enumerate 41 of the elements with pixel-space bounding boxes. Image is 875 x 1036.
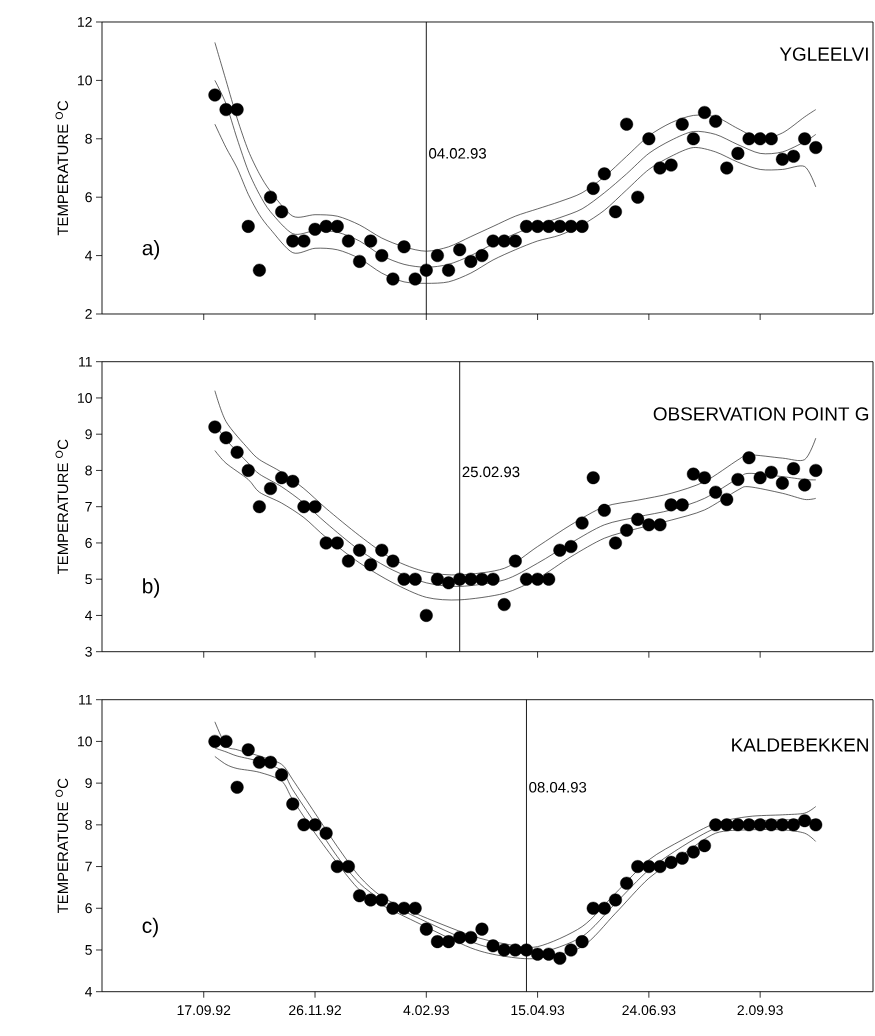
y-tick-label: 8 <box>85 133 92 144</box>
y-axis-title: TEMPERATURE $^{O}$C <box>55 100 69 236</box>
y-tick-label: 8 <box>85 819 92 830</box>
y-tick-label: 4 <box>85 986 93 997</box>
x-tick-label: 26.11.92 <box>289 1005 341 1016</box>
y-tick-label: 10 <box>78 393 92 403</box>
y-axis-title: TEMPERATURE $^{O}$C <box>55 439 69 575</box>
x-tick-label: 2.09.93 <box>737 1005 783 1016</box>
ref-line-label: 04.02.93 <box>429 148 487 159</box>
y-tick-label: 10 <box>78 75 92 86</box>
y-tick-label: 9 <box>85 429 92 440</box>
x-tick-label: 17.09.92 <box>177 1005 231 1016</box>
y-axis-title: TEMPERATURE $^{O}$C <box>55 778 69 914</box>
y-tick-label: 6 <box>85 192 92 203</box>
annotation: OBSERVATION POINT G <box>653 407 869 421</box>
ref-line-label: 08.04.93 <box>529 782 587 793</box>
y-tick-label: 7 <box>85 861 92 872</box>
ref-line-label: 25.02.93 <box>462 466 520 478</box>
annotation: YGLEELVI <box>779 47 868 61</box>
y-tick-label: 7 <box>85 501 92 512</box>
annotation: a) <box>142 240 160 260</box>
y-tick-label: 6 <box>85 903 92 914</box>
y-tick-label: 9 <box>85 778 92 789</box>
y-tick-label: 12 <box>78 17 92 27</box>
y-tick-label: 4 <box>85 250 93 261</box>
y-tick-label: 10 <box>78 736 92 747</box>
y-tick-label: 8 <box>85 465 92 476</box>
y-tick-label: 6 <box>85 538 92 548</box>
x-tick-label: 15.04.93 <box>511 1005 565 1016</box>
y-tick-label: 3 <box>85 646 92 657</box>
y-tick-label: 5 <box>85 574 92 585</box>
annotation: KALDEBEKKEN <box>732 738 868 752</box>
y-tick-label: 5 <box>85 945 92 955</box>
y-tick-label: 11 <box>79 694 92 705</box>
x-tick-label: 24.06.93 <box>622 1005 676 1016</box>
annotation: c) <box>142 917 158 938</box>
x-tick-label: 4.02.93 <box>403 1005 449 1016</box>
y-tick-label: 4 <box>85 610 93 621</box>
annotation: b) <box>143 578 160 598</box>
y-tick-label: 11 <box>79 356 92 367</box>
y-tick-label: 2 <box>85 309 92 319</box>
